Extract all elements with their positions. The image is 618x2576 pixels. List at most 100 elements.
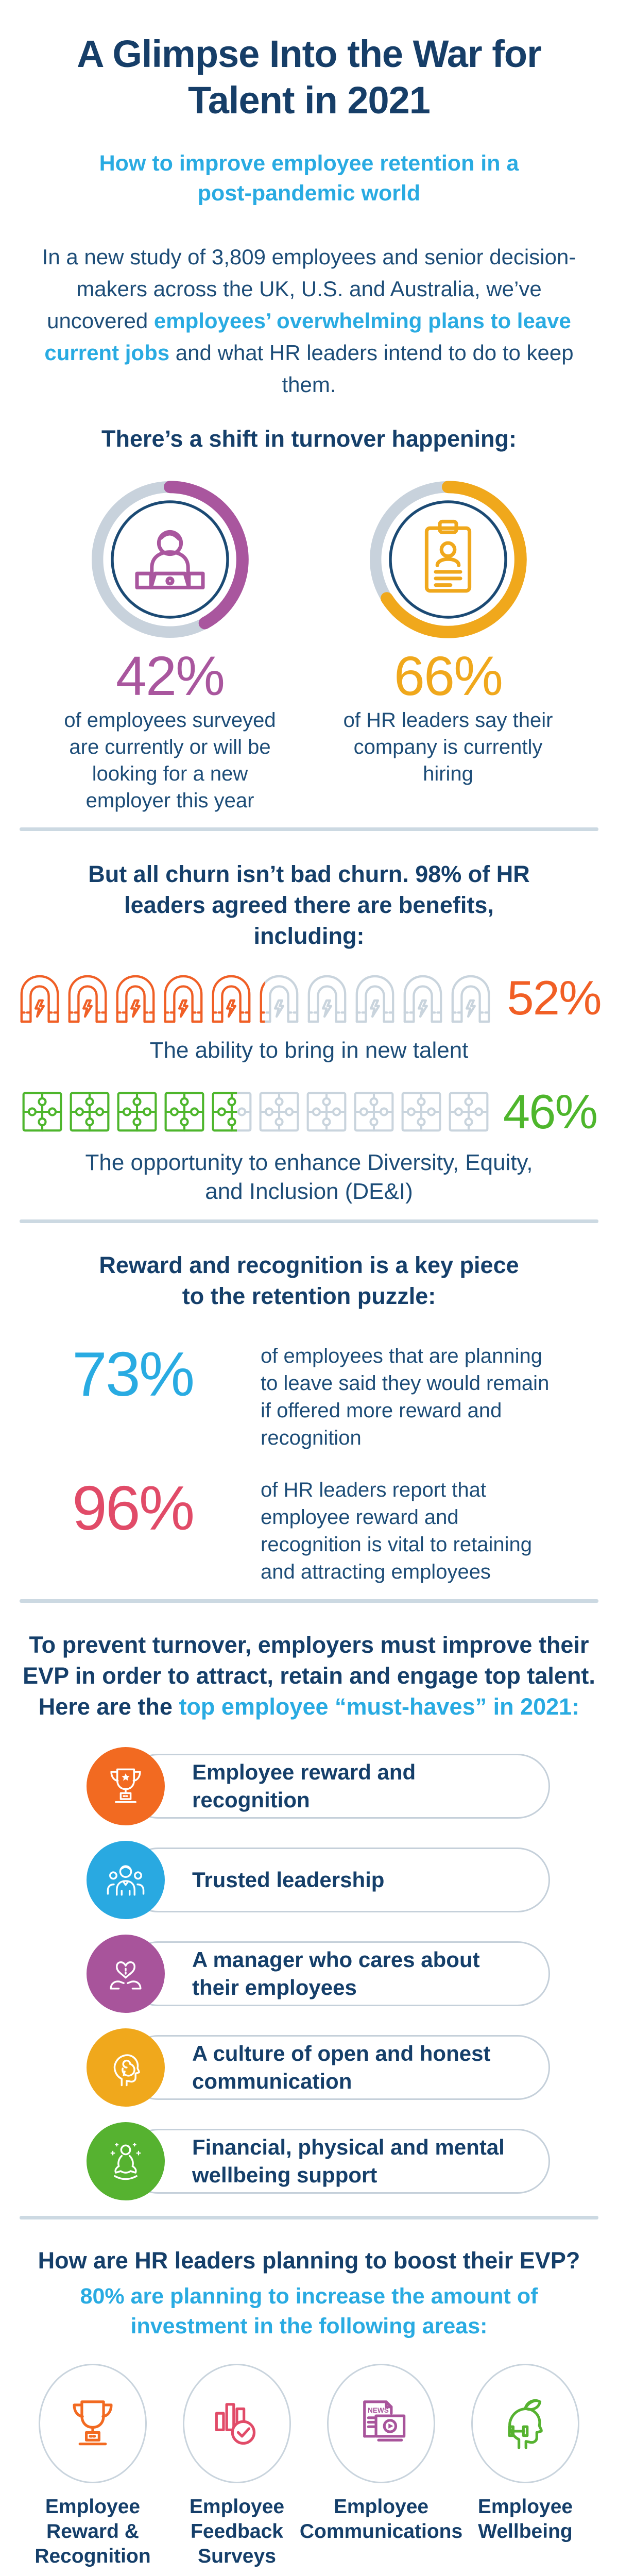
puzzle-icon [401,1092,441,1132]
area-label: Employee Communications [299,2496,463,2543]
stat-value-42: 42% [115,645,225,707]
area-communications: NEWS Employee Communications [300,2364,462,2569]
intro-text-highlight: employees’ overwhelming plans to leave c… [44,309,571,365]
head-leaf-dumbbell-icon [508,2399,543,2449]
intro-text-before: In a new study of 3,809 employees and se… [42,245,576,333]
meditation-icon-circle [87,2122,165,2200]
pill-outline [126,1754,550,1819]
head-communication-icon [113,2054,140,2087]
turnover-shift-heading: There’s a shift in turnover happening: [101,426,517,452]
magnet-icon [308,975,347,1023]
page-title: A Glimpse Into the War for Talent in 202… [0,0,618,124]
stat-text-73: of employees that are planning to leave … [261,1345,550,1449]
magnet-icon [212,975,251,1023]
stat-row-73: 73% of employees that are planning to le… [72,1341,618,1452]
team-icon-circle [87,1841,165,1919]
puzzle-icon [22,1092,62,1132]
must-have-label: Trusted leadership [192,1868,385,1892]
intro-text-after: and what HR leaders intend to do to keep… [169,341,574,397]
area-label: Employee Wellbeing [477,2496,573,2543]
stat-value-46: 46% [503,1084,598,1139]
news-video-icon-circle: NEWS [327,2364,435,2483]
stat-caption-52: The ability to bring in new talent [149,1038,469,1063]
stat-card-company-hiring: 66% of HR leaders say their company is c… [327,477,569,814]
must-have-item-communication: A culture of open and honest communicati… [87,2028,550,2107]
page-subtitle: How to improve employee retention in a p… [99,151,519,206]
puzzle-icon [70,1092,110,1132]
must-have-label: Employee reward and recognition [192,1760,416,1812]
trophy-outline-icon-circle [39,2364,147,2483]
pill-outline [126,1941,550,2006]
must-haves-heading-line1: To prevent turnover, employers must impr… [29,1632,589,1658]
must-have-item-reward: Employee reward and recognition [87,1747,550,1825]
donut-arc-42 [91,481,249,638]
magnet-icons-colored [17,972,265,1024]
puzzle-icon [117,1092,157,1132]
hands-heart-icon-circle [87,1935,165,2013]
section-divider [20,1599,598,1603]
page-title-line2: Talent in 2021 [188,79,431,122]
puzzle-icon [306,1092,347,1132]
head-leaf-dumbbell-icon-circle [471,2364,579,2483]
pictograph-puzzles: 46% [0,1088,618,1136]
reward-recognition-heading: Reward and recognition is a key piece to… [99,1252,519,1309]
puzzle-icon [354,1092,394,1132]
stat-caption-42: of employees surveyed are currently or w… [64,709,276,812]
stat-text-96: of HR leaders report that employee rewar… [261,1479,532,1583]
pictograph-magnets: 52% [0,972,618,1024]
stat-row-96: 96% of HR leaders report that employee r… [72,1475,618,1586]
stat-value-52: 52% [507,971,602,1025]
evp-boost-subheading: 80% are planning to increase the amount … [80,2284,538,2338]
intro-paragraph: In a new study of 3,809 employees and se… [31,241,587,401]
magnet-icon [404,975,442,1023]
magnet-icon [164,975,203,1023]
section-divider [20,827,598,831]
magnet-icon [116,975,155,1023]
stat-value-66: 66% [393,645,503,707]
must-have-item-wellbeing: Financial, physical and mental wellbeing… [87,2122,550,2200]
turnover-stats-row: 42% of employees surveyed are currently … [49,477,569,814]
trophy-icon-circle [87,1747,165,1825]
must-haves-heading-line3: Here are the top employee “must-haves” i… [0,1691,618,1722]
head-communication-icon-circle [87,2028,165,2107]
hands-heart-icon [110,1961,142,1990]
must-have-label: A manager who cares about their employee… [192,1947,480,1999]
must-have-item-leadership: Trusted leadership [87,1841,550,1919]
donut-inner-ring [111,500,229,619]
puzzle-icons-colored [21,1091,237,1133]
must-have-label: A culture of open and honest communicati… [192,2041,491,2093]
news-label: NEWS [368,2406,389,2414]
team-icon [107,1865,145,1896]
puzzle-icon [212,1092,237,1132]
churn-benefits-heading: But all churn isn’t bad churn. 98% of HR… [88,861,530,949]
magnet-icon [68,975,107,1023]
pill-outline [126,2129,550,2194]
magnet-icon [21,975,59,1023]
evp-boost-heading: How are HR leaders planning to boost the… [38,2247,580,2274]
stat-caption-66: of HR leaders say their company is curre… [343,709,553,785]
stat-caption-46: The opportunity to enhance Diversity, Eq… [85,1150,533,1204]
must-have-item-manager: A manager who cares about their employee… [87,1935,550,2013]
trophy-icon [110,1768,141,1803]
donut-arc-66 [369,481,527,638]
must-haves-heading-prefix: Here are the [38,1693,179,1720]
donut-chart-66 [369,481,527,638]
pill-outline [126,1848,550,1912]
stat-value-73: 73% [72,1339,195,1409]
puzzle-strip [21,1091,490,1133]
must-haves-heading-line2: EVP in order to attract, retain and enga… [23,1663,595,1689]
person-at-laptop-icon [135,530,205,589]
survey-check-icon [215,2403,256,2445]
must-haves-heading: To prevent turnover, employers must impr… [0,1630,618,1722]
area-feedback-surveys: Employee Feedback Surveys [165,2364,309,2569]
magnet-icon [452,975,490,1023]
magnet-icon [356,975,394,1023]
section-divider [20,2216,598,2219]
puzzle-icon [259,1092,299,1132]
clipboard-person-icon [424,519,472,593]
area-wellbeing: Employee Wellbeing [453,2364,597,2569]
must-haves-list: Employee reward and recognition Trusted … [0,1747,618,2200]
stat-card-employees-looking: 42% of employees surveyed are currently … [49,477,291,814]
area-label: Employee Feedback Surveys [189,2496,285,2567]
